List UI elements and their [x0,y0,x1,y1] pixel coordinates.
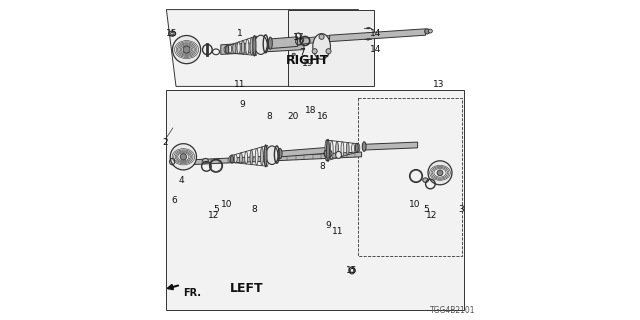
Ellipse shape [260,147,264,166]
Ellipse shape [367,39,369,40]
Text: 8: 8 [320,162,325,171]
Text: 5: 5 [213,205,219,214]
Polygon shape [187,152,362,165]
Ellipse shape [269,37,273,49]
Ellipse shape [341,142,344,156]
Ellipse shape [346,143,349,155]
Ellipse shape [336,151,342,158]
Text: 15: 15 [346,266,357,275]
Ellipse shape [180,154,187,160]
Ellipse shape [422,178,429,182]
Ellipse shape [429,29,433,33]
Ellipse shape [357,144,360,152]
Ellipse shape [230,155,234,163]
Ellipse shape [228,45,232,53]
Ellipse shape [266,146,278,164]
Ellipse shape [239,153,243,164]
Ellipse shape [229,156,232,162]
Text: 10: 10 [221,200,232,209]
Ellipse shape [326,140,330,162]
Ellipse shape [312,49,317,54]
Ellipse shape [292,53,296,56]
Ellipse shape [351,143,355,153]
Ellipse shape [326,49,331,54]
Text: 13: 13 [433,80,445,89]
Text: 9: 9 [325,221,331,230]
Polygon shape [166,90,464,310]
Text: 11: 11 [234,80,245,89]
Polygon shape [221,40,304,54]
Ellipse shape [325,140,328,161]
Ellipse shape [255,36,258,55]
Text: 16: 16 [317,112,328,121]
Text: 20: 20 [287,112,298,121]
Ellipse shape [244,151,248,164]
Polygon shape [269,37,298,49]
Ellipse shape [253,36,256,56]
Polygon shape [330,29,426,42]
Text: 17: 17 [292,33,304,42]
Ellipse shape [224,46,227,53]
Text: 12: 12 [426,212,437,220]
Text: 8: 8 [267,112,272,121]
Text: 9: 9 [240,100,245,108]
Ellipse shape [335,141,339,158]
Text: 15: 15 [166,29,178,38]
Ellipse shape [169,31,175,36]
Ellipse shape [183,46,190,53]
Ellipse shape [202,158,209,163]
Ellipse shape [250,38,253,55]
Polygon shape [288,10,374,86]
Ellipse shape [170,144,196,170]
Ellipse shape [437,170,443,176]
Ellipse shape [234,154,237,163]
Ellipse shape [250,150,253,164]
Ellipse shape [237,42,240,54]
Text: 4: 4 [179,176,184,185]
Text: TGG4B2101: TGG4B2101 [429,306,475,315]
Text: 5: 5 [424,205,429,214]
Text: 14: 14 [371,29,381,38]
Text: 2: 2 [163,138,168,147]
Text: 7: 7 [300,48,305,57]
Ellipse shape [313,34,330,59]
Text: LEFT: LEFT [230,282,263,294]
Ellipse shape [255,148,258,165]
Text: 1: 1 [237,29,242,38]
Text: 11: 11 [332,228,343,236]
Ellipse shape [173,36,201,64]
Text: 19: 19 [302,59,314,68]
Text: 3: 3 [459,205,464,214]
Polygon shape [298,36,330,44]
Text: 12: 12 [208,212,220,220]
Text: 10: 10 [409,200,420,209]
Ellipse shape [278,148,282,159]
Ellipse shape [362,142,366,151]
Ellipse shape [266,145,269,166]
Ellipse shape [233,44,236,53]
Ellipse shape [319,34,324,39]
Ellipse shape [226,45,229,54]
Ellipse shape [264,145,267,167]
Ellipse shape [255,35,268,54]
Ellipse shape [246,39,249,55]
Text: 14: 14 [371,45,381,54]
Ellipse shape [425,29,430,34]
Text: 8: 8 [252,205,257,214]
Ellipse shape [349,267,355,274]
Ellipse shape [351,268,354,272]
Ellipse shape [367,28,369,29]
Ellipse shape [428,161,452,185]
Ellipse shape [170,32,174,35]
Text: 18: 18 [305,106,317,115]
Text: RIGHT: RIGHT [285,54,329,67]
Ellipse shape [355,143,358,153]
Polygon shape [277,148,326,157]
Text: FR.: FR. [184,288,202,298]
Text: 6: 6 [171,196,177,204]
Ellipse shape [241,41,244,54]
Ellipse shape [330,140,333,159]
Polygon shape [364,142,418,150]
Polygon shape [166,10,368,86]
